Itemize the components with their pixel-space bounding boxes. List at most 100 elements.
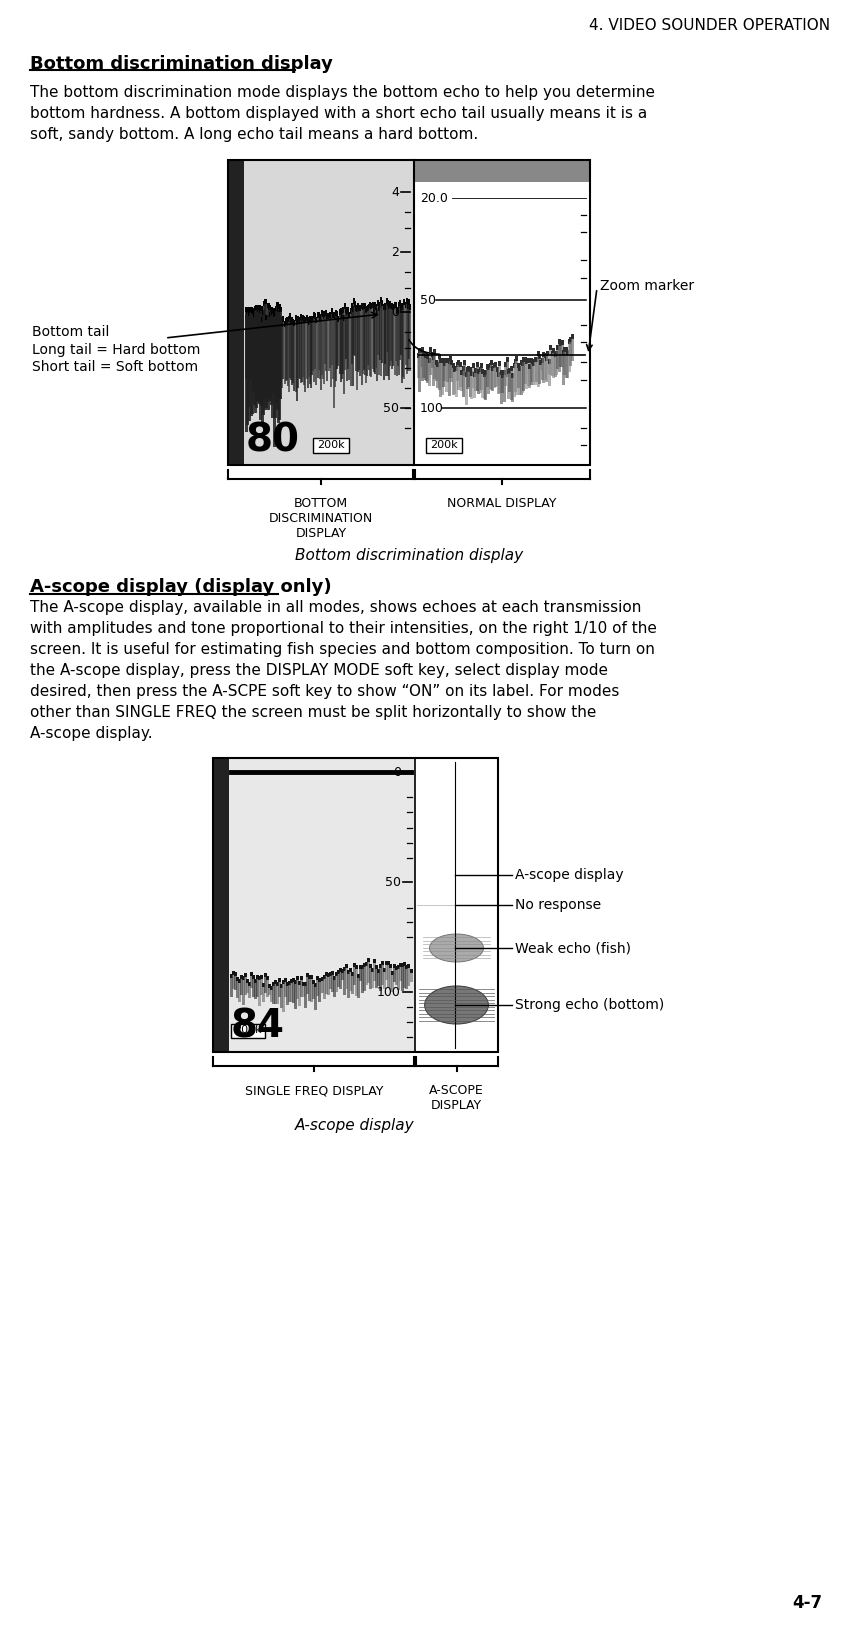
Bar [451, 364, 455, 369]
Bar [373, 307, 374, 372]
Bar [251, 313, 254, 367]
Bar [319, 978, 321, 982]
Bar [501, 372, 504, 377]
Bar [392, 304, 394, 310]
Bar [408, 299, 410, 305]
Bar [383, 968, 386, 971]
Bar [451, 359, 453, 364]
Bar [244, 973, 246, 996]
Bar [538, 354, 541, 359]
Bar [497, 372, 500, 377]
Text: The bottom discrimination mode displays the bottom echo to help you determine: The bottom discrimination mode displays … [30, 85, 655, 100]
Bar [245, 307, 247, 312]
Bar [392, 304, 393, 369]
Bar [251, 976, 255, 997]
Bar [272, 982, 275, 1004]
Bar [481, 369, 485, 398]
Bar [361, 304, 363, 310]
Bar [426, 437, 462, 454]
Bar [447, 359, 451, 364]
Bar [331, 308, 333, 313]
Bar [259, 323, 262, 330]
Bar [428, 357, 431, 387]
Bar [400, 305, 402, 310]
Bar [264, 973, 267, 978]
Bar [367, 305, 369, 364]
Bar [353, 963, 356, 968]
Bar [401, 963, 404, 966]
Bar [272, 982, 275, 986]
Bar [306, 973, 310, 994]
Bar [393, 302, 396, 375]
Bar [449, 356, 452, 361]
Bar [253, 313, 255, 384]
Bar [251, 308, 253, 413]
Bar [258, 318, 260, 325]
Bar [364, 304, 366, 375]
Bar [256, 315, 258, 395]
Bar [522, 357, 526, 362]
Bar [309, 974, 311, 979]
Bar [250, 315, 251, 322]
Bar [258, 976, 261, 1005]
Bar [343, 966, 345, 994]
Text: No response: No response [515, 898, 601, 912]
Bar [445, 359, 448, 364]
Bar [248, 313, 251, 320]
Bar [415, 757, 498, 1053]
Bar [264, 315, 268, 320]
Bar [257, 315, 259, 322]
Bar [274, 307, 278, 312]
Text: 84: 84 [231, 1009, 285, 1046]
Bar [286, 317, 288, 380]
Bar [397, 307, 399, 366]
Bar [254, 979, 256, 999]
Bar [393, 963, 397, 982]
Bar [479, 367, 481, 393]
Bar [228, 160, 590, 465]
Bar [280, 317, 282, 385]
Bar [473, 372, 476, 377]
Bar [387, 961, 390, 965]
Bar [414, 160, 590, 183]
Bar [349, 312, 351, 380]
Bar [442, 357, 445, 362]
Bar [310, 317, 312, 322]
Bar [355, 965, 358, 996]
Bar [398, 302, 400, 308]
Bar [285, 318, 286, 382]
Bar [552, 348, 555, 353]
Bar [307, 317, 309, 388]
Bar [292, 318, 294, 325]
Bar [562, 351, 565, 385]
Bar [404, 302, 407, 366]
Bar [513, 364, 516, 397]
Bar [475, 367, 477, 392]
Bar [299, 317, 301, 323]
Bar [289, 313, 291, 379]
Bar [270, 986, 273, 1002]
Bar [256, 307, 260, 401]
Bar [362, 305, 363, 374]
Bar [229, 974, 233, 997]
Text: The A-scope display, available in all modes, shows echoes at each transmission: The A-scope display, available in all mo… [30, 601, 641, 615]
Bar [335, 310, 337, 380]
Bar [373, 958, 376, 963]
Bar [260, 974, 262, 979]
Bar [246, 312, 248, 379]
Bar [256, 974, 259, 997]
Bar [345, 965, 348, 968]
Bar [350, 308, 351, 387]
Bar [315, 317, 317, 323]
Bar [258, 976, 261, 979]
Bar [264, 973, 267, 994]
Bar [312, 981, 315, 984]
Bar [366, 307, 368, 312]
Bar [251, 976, 255, 979]
Bar [256, 305, 258, 403]
Bar [378, 305, 380, 375]
Bar [353, 299, 355, 356]
Bar [316, 976, 320, 996]
Bar [379, 965, 382, 991]
Bar [276, 982, 279, 1004]
